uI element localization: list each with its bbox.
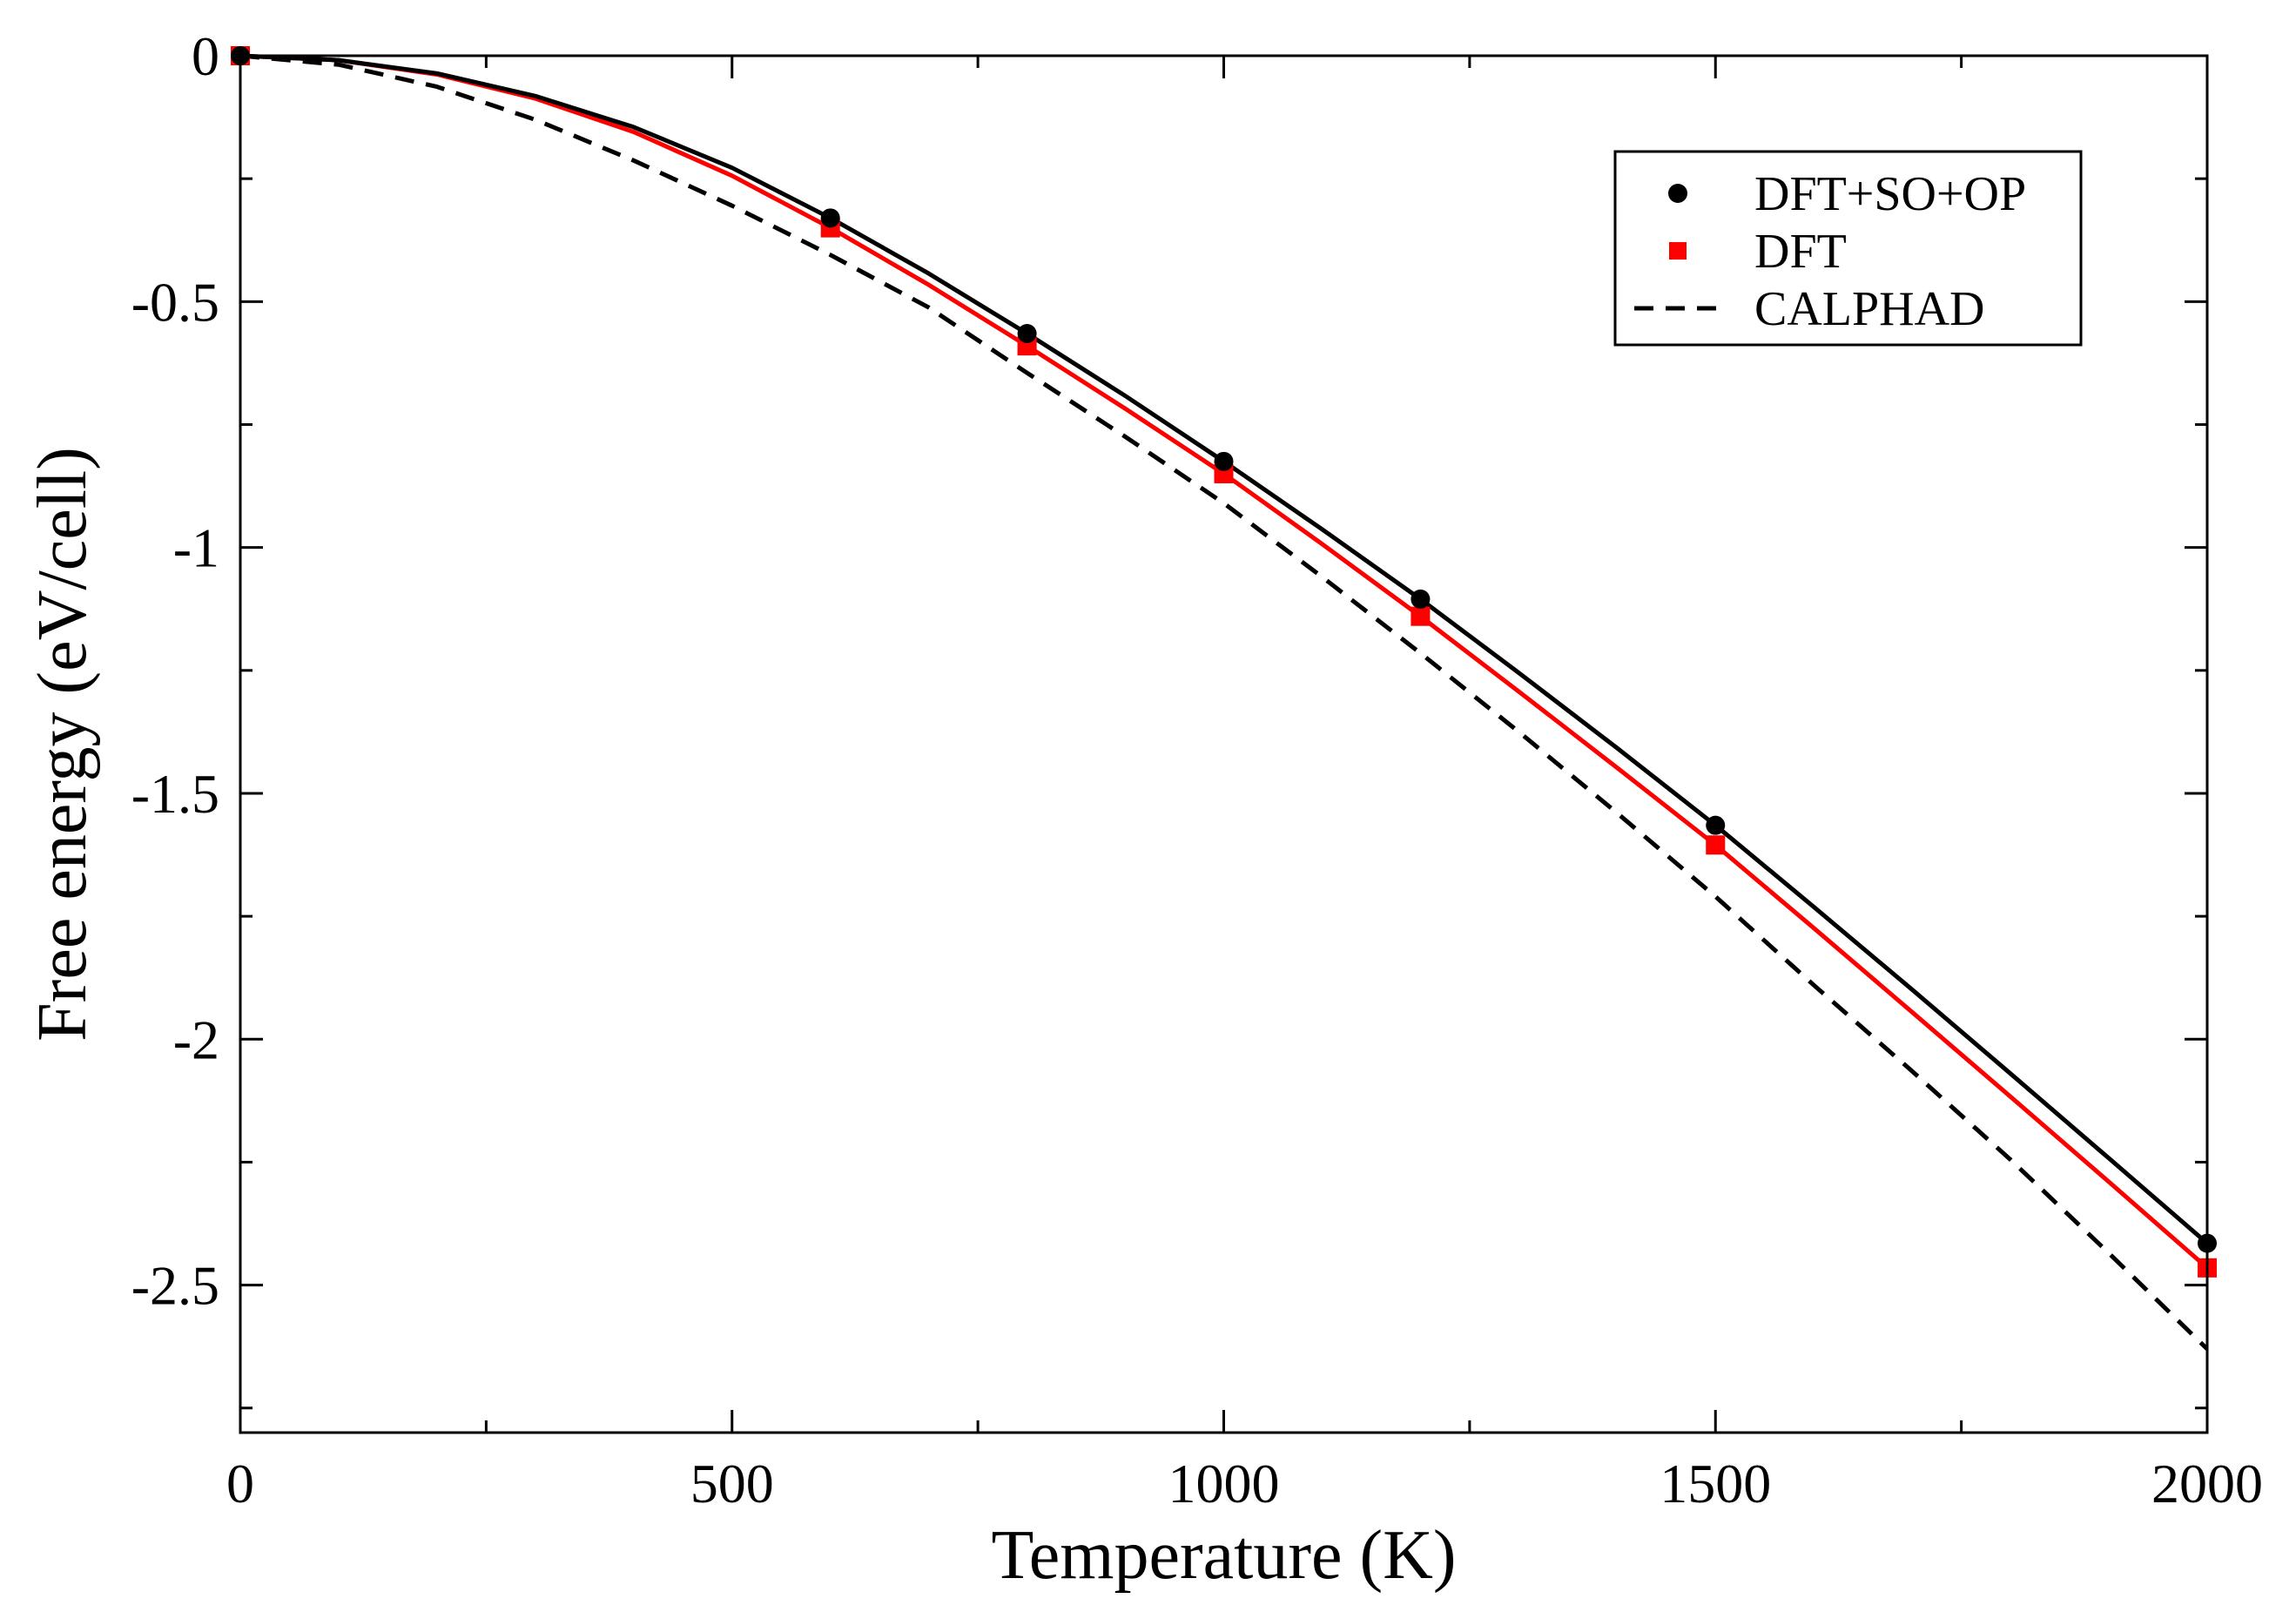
y-tick-label: -1	[173, 517, 219, 579]
dft-so-op-point	[1214, 451, 1234, 471]
dft-so-op-point	[820, 208, 840, 228]
dft-so-op-point	[1706, 815, 1726, 835]
y-tick-label: -1.5	[131, 763, 219, 825]
dft-point	[1706, 835, 1726, 855]
legend-box	[1613, 150, 2083, 347]
x-tick-label: 1500	[1660, 1453, 1771, 1514]
x-tick-label: 2000	[2151, 1453, 2263, 1514]
y-tick-label: 0	[192, 25, 219, 87]
legend-calphad-label: CALPHAD	[1754, 282, 1984, 336]
tick-labels: 0 500 1000 1500 2000 0 -0.5 -1 -1.5 -2 -2.5	[131, 25, 2263, 1514]
data-series	[231, 46, 2217, 1351]
y-tick-label: -0.5	[131, 271, 219, 333]
y-tick-label: -2.5	[131, 1255, 219, 1317]
legend-dft-so-op-symbol	[1668, 184, 1687, 203]
x-tick-label: 0	[226, 1453, 254, 1514]
dft-so-op-point	[1411, 589, 1431, 609]
dft-point	[1411, 606, 1431, 626]
x-axis-title: Temperature (K)	[991, 1517, 1456, 1594]
x-tick-label: 1000	[1168, 1453, 1280, 1514]
legend-dft-symbol	[1669, 242, 1687, 260]
dft-so-op-point	[1017, 324, 1037, 344]
legend-dft-label: DFT	[1754, 225, 1847, 279]
y-tick-label: -2	[173, 1008, 219, 1070]
legend-dft-so-op-label: DFT+SO+OP	[1754, 167, 2026, 221]
x-tick-label: 500	[690, 1453, 774, 1514]
y-axis-title: Free energy (eV/cell)	[24, 447, 101, 1042]
plot-frame	[239, 54, 2209, 1434]
